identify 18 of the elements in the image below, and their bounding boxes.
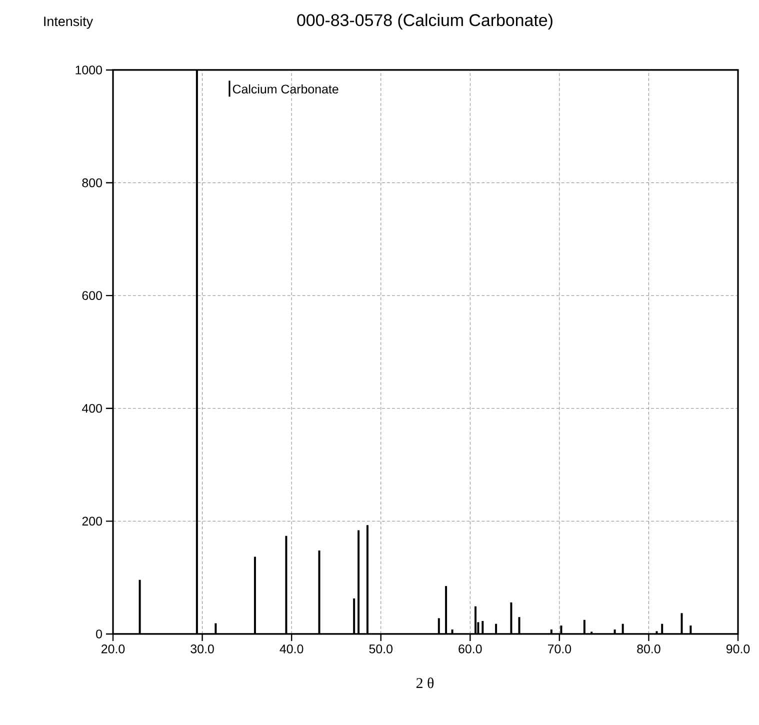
x-axis-title: 2 θ <box>416 678 434 688</box>
x-tick-label: 90.0 <box>726 644 750 654</box>
x-tick-label: 20.0 <box>102 644 125 654</box>
x-tick-label: 70.0 <box>548 644 572 654</box>
x-tick-label: 60.0 <box>458 644 482 654</box>
y-tick-label: 0 <box>96 630 102 638</box>
y-tick-label: 400 <box>82 404 102 413</box>
chart-title: 000-83-0578 (Calcium Carbonate) <box>297 14 552 30</box>
y-tick-label: 1000 <box>76 66 102 74</box>
legend-label: Calcium Carbonate <box>232 84 338 94</box>
x-tick-label: 40.0 <box>280 644 304 654</box>
y-axis-title: Intensity <box>44 16 94 29</box>
x-tick-label: 50.0 <box>369 644 392 654</box>
y-tick-label: 800 <box>82 178 102 188</box>
x-tick-label: 30.0 <box>190 644 214 654</box>
y-tick-label: 200 <box>82 516 102 526</box>
x-tick-label: 80.0 <box>637 644 660 654</box>
y-tick-label: 600 <box>82 291 102 300</box>
